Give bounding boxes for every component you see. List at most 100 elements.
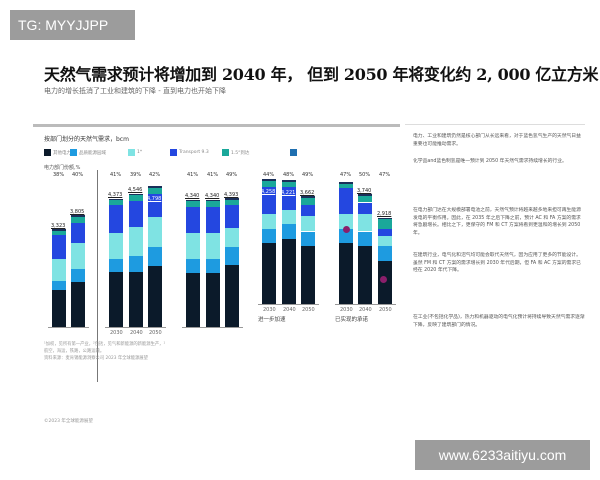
- bar-segment-power: [206, 273, 220, 327]
- year-label: 2040: [130, 330, 143, 336]
- legend-item: 其他电力: [44, 149, 71, 156]
- legend-label: 1.5°到达: [231, 150, 250, 156]
- bar-total-label: 4,340: [205, 193, 220, 200]
- bar-total-label: 4,546: [128, 187, 143, 194]
- bar-segment-other: [148, 187, 162, 194]
- bar-total-label: 3,740: [357, 187, 372, 194]
- bar-segment-other: [129, 195, 143, 201]
- bar-cap: [358, 194, 372, 196]
- bar-total-label: 2,918: [377, 211, 392, 218]
- bar-segment-other: [282, 181, 296, 187]
- year-label: 2050: [379, 307, 392, 313]
- bar-total-label: 4,393: [224, 191, 239, 198]
- note-1: ¹加权，见所有第一产业，²包括，见气和新能源的新能源生产，¹: [44, 342, 166, 347]
- bar-segment-transport: [378, 228, 392, 236]
- power-share-value: 48%: [283, 172, 295, 178]
- legend-swatch: [44, 149, 51, 156]
- note-2: 航空，海运，铁路，公路运输。: [44, 349, 105, 354]
- page-subtitle: 电力的增长抵消了工业和建筑的下降 - 直到电力也开始下降: [44, 87, 226, 95]
- bar-total-label: 3,323: [51, 222, 66, 229]
- right-paragraph-1: 电力、工业和建筑仍然是核心部门从长远来看，对于蓝色氢气生产的天然气日益重要也可能…: [413, 134, 581, 147]
- power-share-value: 38%: [53, 172, 65, 178]
- bar-segment-buildings: [358, 231, 372, 246]
- legend-swatch: [70, 149, 77, 156]
- power-share-value: 44%: [263, 172, 275, 178]
- bar-segment-industry: [282, 209, 296, 225]
- bar-total-label: 4,340: [185, 193, 200, 200]
- baseline: [105, 327, 166, 328]
- baseline: [258, 304, 319, 305]
- bar-segment-buildings: [282, 224, 296, 239]
- legend-swatch: [222, 149, 229, 156]
- power-share-value: 42%: [149, 172, 161, 178]
- bar-segment-buildings: [71, 269, 85, 283]
- bar-segment-buildings: [378, 246, 392, 261]
- bar-segment-power: [225, 264, 239, 327]
- bar-cap: [339, 182, 353, 184]
- bar-segment-transport: [339, 188, 353, 215]
- bar-segment-industry: [339, 214, 353, 229]
- bar-segment-transport: [109, 205, 123, 233]
- power-share-value: 49%: [226, 172, 238, 178]
- year-label: 2030: [263, 307, 276, 313]
- legend-item: 1*: [128, 149, 142, 156]
- bar-cap: [225, 198, 239, 200]
- year-label: 2050: [149, 330, 162, 336]
- bar-segment-industry: [262, 214, 276, 229]
- legend-swatch: [128, 149, 135, 156]
- group-divider: [97, 170, 98, 382]
- legend-item: 品质能源园域: [70, 149, 106, 156]
- bar-cap: [148, 186, 162, 188]
- bar-cap: [282, 180, 296, 182]
- bar-cap: [109, 198, 123, 201]
- right-paragraph-4: 在建筑行业，电气化和沼气均可能会取代天然气，因为应用了更多的节能设计。虽然 FM…: [413, 253, 581, 273]
- bar-segment-power: [339, 243, 353, 304]
- bar-segment-industry: [148, 216, 162, 248]
- bar-segment-buildings: [206, 258, 220, 274]
- power-share-value: 47%: [379, 172, 391, 178]
- bar-segment-other: [206, 201, 220, 207]
- bar-segment-industry: [71, 242, 85, 269]
- watermark-bottom-right: www.6233aitiyu.com: [415, 440, 590, 470]
- bar-segment-industry: [378, 235, 392, 246]
- bar-segment-power: [71, 282, 85, 327]
- bar-segment-power: [301, 246, 315, 304]
- bar-segment-other: [301, 197, 315, 206]
- bar-segment-buildings: [339, 228, 353, 244]
- bar-segment-power: [282, 238, 296, 304]
- bar-segment-industry: [358, 214, 372, 232]
- legend-item: [290, 149, 299, 156]
- bar-segment-transport: [206, 206, 220, 233]
- footer: ©2023 年全球能源展望: [44, 419, 93, 424]
- bar-segment-other: [186, 201, 200, 207]
- legend-label: 品质能源园域: [79, 150, 106, 156]
- bar-segment-other: [109, 200, 123, 206]
- bar-segment-industry: [186, 232, 200, 259]
- bar-segment-transport: [358, 202, 372, 215]
- bar-segment-other: [52, 230, 66, 236]
- bar-segment-industry: [109, 232, 123, 259]
- commitment-marker: [380, 276, 387, 283]
- bar-total-label: 4,258: [261, 188, 276, 195]
- bar-segment-other: [225, 199, 239, 206]
- right-paragraph-3: 在电力部门达在大规模部署电池之前，天然气预计将越来越多地来担可再生能源发电的平衡…: [413, 208, 581, 236]
- bar-total-label: 3,805: [70, 208, 85, 215]
- bar-segment-power: [262, 243, 276, 304]
- right-paragraph-5: 在工业(不包括化学品)，热力和机器驱动的电气化预计将持续导致天然气需求逐渐下降，…: [413, 315, 585, 328]
- bar-segment-power: [148, 266, 162, 327]
- bar-segment-buildings: [109, 258, 123, 272]
- legend-label: Transport 9.3: [179, 150, 209, 155]
- bar-segment-transport: [225, 205, 239, 229]
- commitment-marker: [343, 226, 350, 233]
- bar-segment-other: [262, 180, 276, 187]
- power-share-value: 41%: [110, 172, 122, 178]
- scenario-label: 进一步加速: [258, 317, 286, 323]
- bar-segment-buildings: [262, 228, 276, 244]
- power-share-value: 47%: [340, 172, 352, 178]
- chart-title: 按部门划分的天然气需求，bcm: [44, 136, 129, 143]
- bar-segment-transport: [301, 205, 315, 216]
- scenario-label: 已实现的承诺: [335, 317, 369, 323]
- power-share-value: 39%: [130, 172, 142, 178]
- bar-segment-transport: [148, 193, 162, 217]
- bar-segment-transport: [282, 186, 296, 210]
